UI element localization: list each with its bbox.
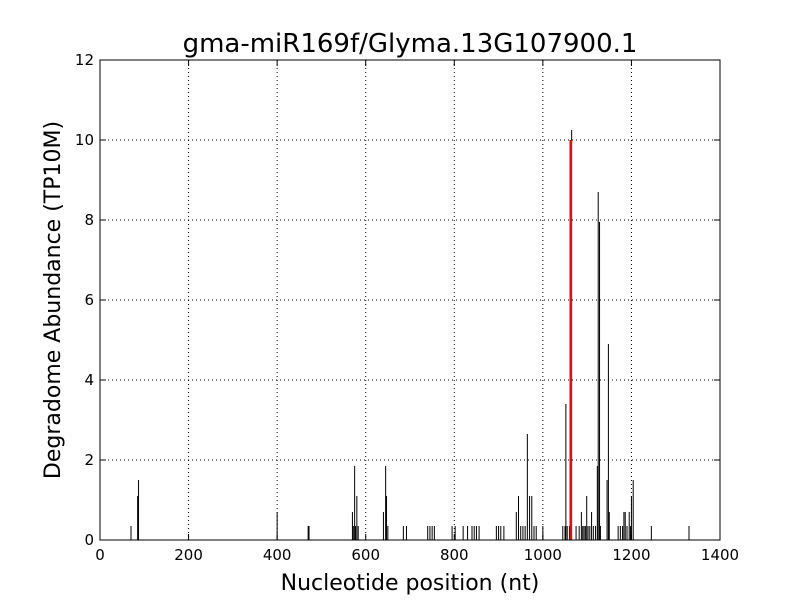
x-tick-label: 600 — [351, 546, 380, 564]
x-tick-label: 1400 — [701, 546, 739, 564]
x-tick-label: 1000 — [524, 546, 562, 564]
x-tick-label: 200 — [174, 546, 203, 564]
y-tick-label: 2 — [84, 451, 94, 469]
y-axis-label: Degradome Abundance (TP10M) — [41, 121, 66, 479]
y-tick-label: 4 — [84, 371, 94, 389]
y-tick-label: 6 — [84, 291, 94, 309]
x-tick-label: 1200 — [612, 546, 650, 564]
axis-ticks — [99, 59, 721, 541]
y-tick-label: 8 — [84, 211, 94, 229]
x-tick-label: 800 — [440, 546, 469, 564]
y-tick-label: 10 — [75, 131, 94, 149]
grid-lines — [100, 60, 720, 540]
chart-title: gma-miR169f/Glyma.13G107900.1 — [183, 29, 638, 59]
x-axis-label: Nucleotide position (nt) — [281, 571, 540, 596]
y-tick-label: 12 — [75, 51, 94, 69]
x-tick-label: 400 — [263, 546, 292, 564]
x-tick-label: 0 — [95, 546, 105, 564]
bars — [130, 130, 690, 540]
y-tick-label: 0 — [84, 531, 94, 549]
tick-labels: 0 200 400 600 800 1000 1200 1400 0 2 4 6 8 10 12 — [75, 51, 739, 564]
